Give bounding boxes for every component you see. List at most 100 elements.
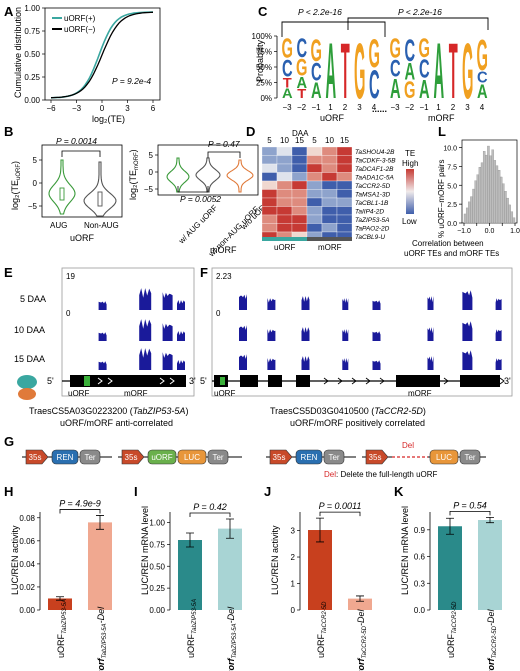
panel-j-pvalue: P = 0.0011 (319, 501, 362, 511)
panel-a-pvalue: P = 9.2e-4 (112, 76, 151, 86)
bar-ytick-label: 0.04 (19, 560, 35, 569)
l-ytick-label: 0.0 (447, 221, 457, 228)
panel-e-morf-label: mORF (124, 389, 148, 398)
cat-aug: AUG (50, 221, 67, 230)
c-left-position: 4 (372, 103, 377, 112)
panel-d-column-labels: 5 10 15 5 10 15 (267, 136, 349, 145)
heatmap-cell (321, 146, 338, 156)
legend-te-high: High (402, 159, 418, 168)
heatmap-gene-label: TaMSA1-3D (355, 192, 390, 199)
panel-a: A Cumulative distribution 0.000.250.500.… (4, 4, 161, 124)
panel-e-strand-arrows (97, 377, 175, 385)
l-ytick-label: 7.5 (447, 164, 457, 171)
logo-letter-G: G (296, 55, 307, 81)
c-right-position: −2 (405, 103, 415, 112)
significance-bracket (189, 512, 231, 517)
heatmap-cell (291, 206, 308, 216)
histogram-bar (463, 213, 467, 224)
promoter-35s-label: 35s (273, 453, 286, 462)
heatmap-cell (306, 155, 323, 165)
c-left-position: 1 (328, 103, 333, 112)
panel-g: G 35s REN Ter 35s uORF LUC Ter 35s REN Ter 35s Del L… (4, 434, 486, 479)
coverage-track (78, 348, 190, 370)
histogram-bar (491, 149, 494, 224)
ter-box (207, 449, 229, 465)
heatmap-cell (321, 180, 338, 190)
bar-ytick-label: 0.3 (414, 579, 426, 588)
panel-e: E 19 0 5 DAA 10 DAA 15 DAA 5' 3' uORF mO… (4, 265, 196, 428)
a-ytick-label: 1.00 (24, 4, 40, 13)
panel-c-letter: C (258, 4, 268, 19)
bar-cat-uorf: uORFTaCCR2-5D (446, 601, 458, 658)
significance-bracket (59, 509, 101, 514)
panel-b-right-ylabel: log₂(TEmORF) (128, 149, 140, 200)
logo-letter-A: A (311, 78, 322, 103)
heatmap-cell (306, 206, 323, 216)
panel-a-yticks: 0.00 0.25 0.50 0.75 1.00 (24, 4, 45, 105)
strand-arrow (169, 377, 175, 385)
track-label-5daa: 5 DAA (20, 294, 46, 304)
bar-cat-uorf: uORFTabZIP53-5A (56, 599, 68, 658)
legend-te-low: Low (402, 217, 417, 226)
error-bar (186, 532, 194, 548)
heatmap-gene-label: TaCCR2-5D (355, 183, 390, 190)
group-bar-morf (307, 237, 352, 241)
logo-letter-A: A (433, 28, 444, 116)
heatmap-cell (291, 189, 308, 199)
histogram-bar (512, 217, 516, 224)
ren-box (295, 449, 323, 465)
panel-b-left-xlabel: uORF (70, 233, 95, 243)
panel-l-ylabel: % uORF−mORF pairs (437, 160, 446, 238)
logo-letter-T: T (449, 28, 458, 116)
heatmap-cell (291, 146, 308, 156)
logo-letter-C: C (369, 64, 380, 108)
bar-ytick-label: 2 (291, 553, 296, 562)
histogram-bar (474, 180, 477, 224)
panel-l: L % uORF−mORF pairs 0.0 2.5 5.0 7.5 10.0 −1.… (404, 124, 520, 258)
panel-j-ylabel: LUC/REN activity (270, 525, 280, 595)
heatmap-cell (321, 214, 338, 224)
panel-f-frame (211, 267, 513, 397)
logo-letter-A: A (419, 76, 430, 104)
significance-bracket (449, 510, 491, 516)
bar-cat-uorf: uORFTaCCR2-5D (316, 601, 328, 658)
heatmap-cell (321, 197, 338, 207)
exon-box (396, 375, 440, 387)
ribosome-icon (17, 375, 37, 400)
heatmap-cell (321, 172, 338, 182)
logo-letter-G: G (419, 32, 430, 63)
heatmap-gene-label: TaADA1C-5A (355, 175, 394, 182)
l-xtick-label: 0.0 (485, 228, 495, 235)
exon-box (240, 375, 258, 387)
panel-f: F 2.23 0 5' 3' uORF mORF TraesCS5D03G041… (200, 265, 513, 428)
d-col-label: 15 (340, 136, 349, 145)
bl-ytick-label: −5 (28, 202, 38, 211)
bar-ytick-label: 0.00 (19, 606, 35, 615)
box-non-aug (97, 191, 103, 207)
luc-box (429, 449, 459, 465)
c-right-position: −1 (419, 103, 429, 112)
panel-a-letter: A (4, 4, 14, 19)
panel-c-left-positions: −3 −2 −1 1 2 3 4 (282, 103, 376, 112)
logo-letter-A: A (282, 86, 293, 101)
legend-te-title: TE (405, 149, 415, 158)
significance-bracket (319, 511, 361, 517)
logo-letter-A: A (390, 73, 401, 104)
box-aug (59, 187, 65, 201)
panel-c-right-positions: −3 −2 −1 1 2 3 4 (390, 103, 484, 112)
strand-arrow (107, 377, 113, 385)
bar-ytick-label: 1 (291, 580, 296, 589)
panel-k-pvalue: P = 0.54 (453, 500, 486, 510)
luc-box (177, 449, 207, 465)
panel-f-note: uORF/mORF positively correlated (290, 418, 425, 428)
bl-ytick-label: 5 (33, 156, 38, 165)
group-label-morf: mORF (318, 243, 342, 252)
panel-d-daa-label: DAA (292, 129, 309, 138)
l-ytick-label: 2.5 (447, 202, 457, 209)
promoter-35s (121, 449, 145, 465)
logo-letter-G: G (311, 34, 322, 69)
heatmap-cell (291, 214, 308, 224)
